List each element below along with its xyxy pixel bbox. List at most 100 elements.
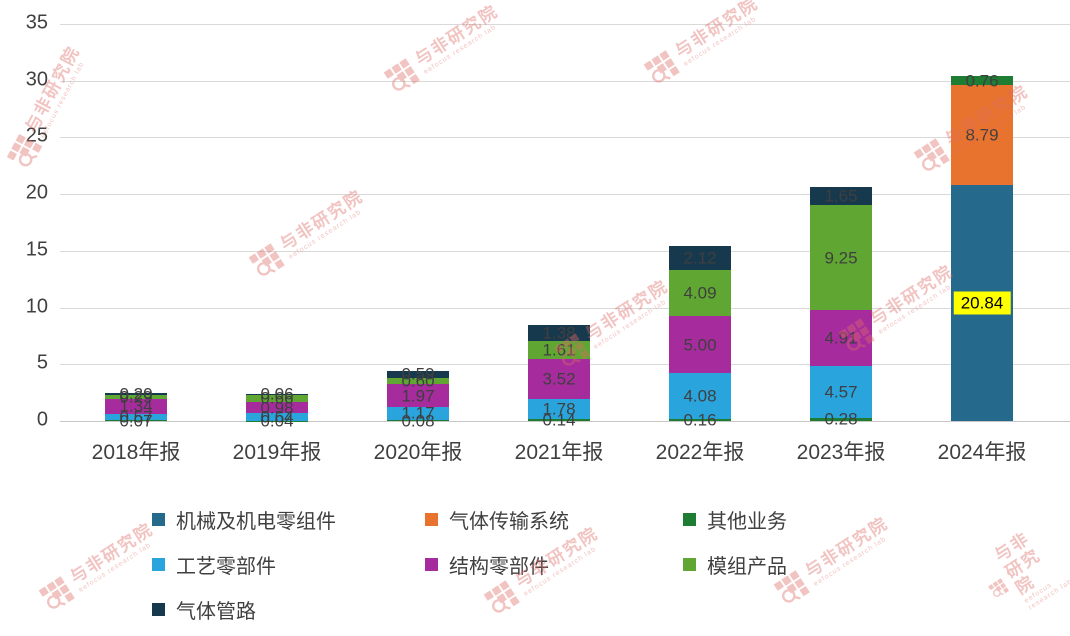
eefocus-logo-icon [383,58,420,91]
bar-segment [528,325,590,342]
watermark-title: 与非研究院 [866,261,957,330]
legend-label: 气体传输系统 [449,511,569,533]
watermark: 与非研究院 eefocus research lab [972,520,1070,625]
legend-label: 机械及机电零组件 [176,511,336,533]
y-tick-label: 15 [25,238,48,261]
legend-swatch [152,558,165,571]
bar-segment [387,420,449,421]
bar-value-label: 0.07 [119,411,153,431]
legend-swatch [425,513,438,526]
watermark-text: 与非研究院 eefocus research lab [582,277,677,352]
bar-value-label: 0.16 [683,410,717,430]
legend-label: 工艺零部件 [176,556,276,578]
bar-value-label: 0.14 [542,410,576,430]
bar-segment [810,205,872,311]
bar-value-label: 0.08 [401,411,435,431]
bar-value-label: 4.08 [683,386,717,406]
bar-segment [951,84,1013,185]
bar-segment [246,394,308,395]
bar-value-label: 9.25 [824,248,858,268]
legend-item: 气体传输系统 [425,505,569,534]
bar-segment [528,341,590,360]
bar-value-label: 3.52 [542,369,576,389]
bar-value-label: 0.64 [260,407,294,427]
bar-segment [387,377,449,385]
x-axis-label: 2021年报 [514,441,604,464]
bar-segment [105,413,167,421]
bar-segment [669,316,731,373]
gridline [60,194,1070,196]
watermark: 与非研究院 eefocus research lab [6,43,92,171]
bar-value-label: 20.84 [953,291,1011,315]
bar-value-label: 1.65 [824,186,858,206]
gridline [60,24,1070,25]
bar-segment [669,245,731,270]
legend-label: 其他业务 [707,511,787,533]
watermark: 与非研究院 eefocus research lab [37,519,161,613]
bar-segment [387,370,449,378]
legend-item: 工艺零部件 [152,550,276,579]
eefocus-logo-icon [643,50,680,83]
bar-value-label: 4.57 [824,382,858,402]
bar-value-label: 0.76 [965,71,999,91]
bar-value-label: 5.00 [683,335,717,355]
bar-segment [105,420,167,421]
bar-value-label: 0.04 [260,411,294,431]
bar-segment [669,419,731,421]
bar-segment [810,310,872,366]
legend-item: 其他业务 [683,505,787,534]
y-tick-label: 25 [25,124,48,147]
watermark: 与非研究院 eefocus research lab [772,513,896,607]
y-tick-label: 30 [25,68,48,91]
legend-item: 机械及机电零组件 [152,505,336,534]
eefocus-logo-icon [913,138,950,171]
x-axis-label: 2024年报 [937,441,1027,464]
eefocus-logo-icon [483,580,520,613]
bar-segment [669,269,731,317]
watermark-title: 与非研究院 [801,513,892,582]
y-tick-label: 5 [36,351,48,374]
bar-segment [105,395,167,399]
y-tick-label: 10 [25,294,48,317]
gridline [60,80,1070,82]
bar-segment [387,406,449,421]
watermark-text: 与非研究院 eefocus research lab [802,514,897,589]
bar-segment [105,392,167,396]
bar-segment [528,419,590,421]
watermark-subtitle: eefocus research lab [287,208,363,261]
bar-segment [105,398,167,414]
bar-value-label: 0.29 [119,387,153,407]
bar-segment [810,186,872,206]
watermark-title: 与非研究院 [411,1,502,70]
bar-value-label: 1.78 [542,399,576,419]
legend-label: 模组产品 [707,556,787,578]
watermark-subtitle: eefocus research lab [77,541,153,594]
watermark-text: 与非研究院 eefocus research lab [672,0,767,69]
x-axis-label: 2018年报 [91,441,181,464]
watermark-subtitle: eefocus research lab [1023,577,1070,612]
bar-segment [528,399,590,420]
eefocus-logo-icon [988,578,1010,598]
x-axis-label: 2020年报 [373,441,463,464]
bar-value-label: 0.57 [119,407,153,427]
x-axis-label: 2023年报 [796,441,886,464]
bar-segment [810,365,872,418]
watermark-text: 与非研究院 eefocus research lab [991,520,1070,613]
bar-value-label: 1.17 [401,403,435,423]
x-axis-label: 2019年报 [232,441,322,464]
watermark-text: 与非研究院 eefocus research lab [867,262,962,337]
legend-label: 结构零部件 [449,556,549,578]
bar-value-label: 1.61 [542,340,576,360]
bar-value-label: 0.59 [401,364,435,384]
bar-segment [810,417,872,421]
legend-item: 结构零部件 [425,550,549,579]
watermark-subtitle: eefocus research lab [682,15,758,68]
gridline [60,307,1070,309]
legend-swatch [425,558,438,571]
bar-value-label: 1.34 [119,396,153,416]
watermark: 与非研究院 eefocus research lab [247,186,371,280]
watermark-title: 与非研究院 [671,0,762,62]
bar-value-label: 4.91 [824,328,858,348]
bar-value-label: 1.38 [542,323,576,343]
bar-segment [951,76,1013,85]
